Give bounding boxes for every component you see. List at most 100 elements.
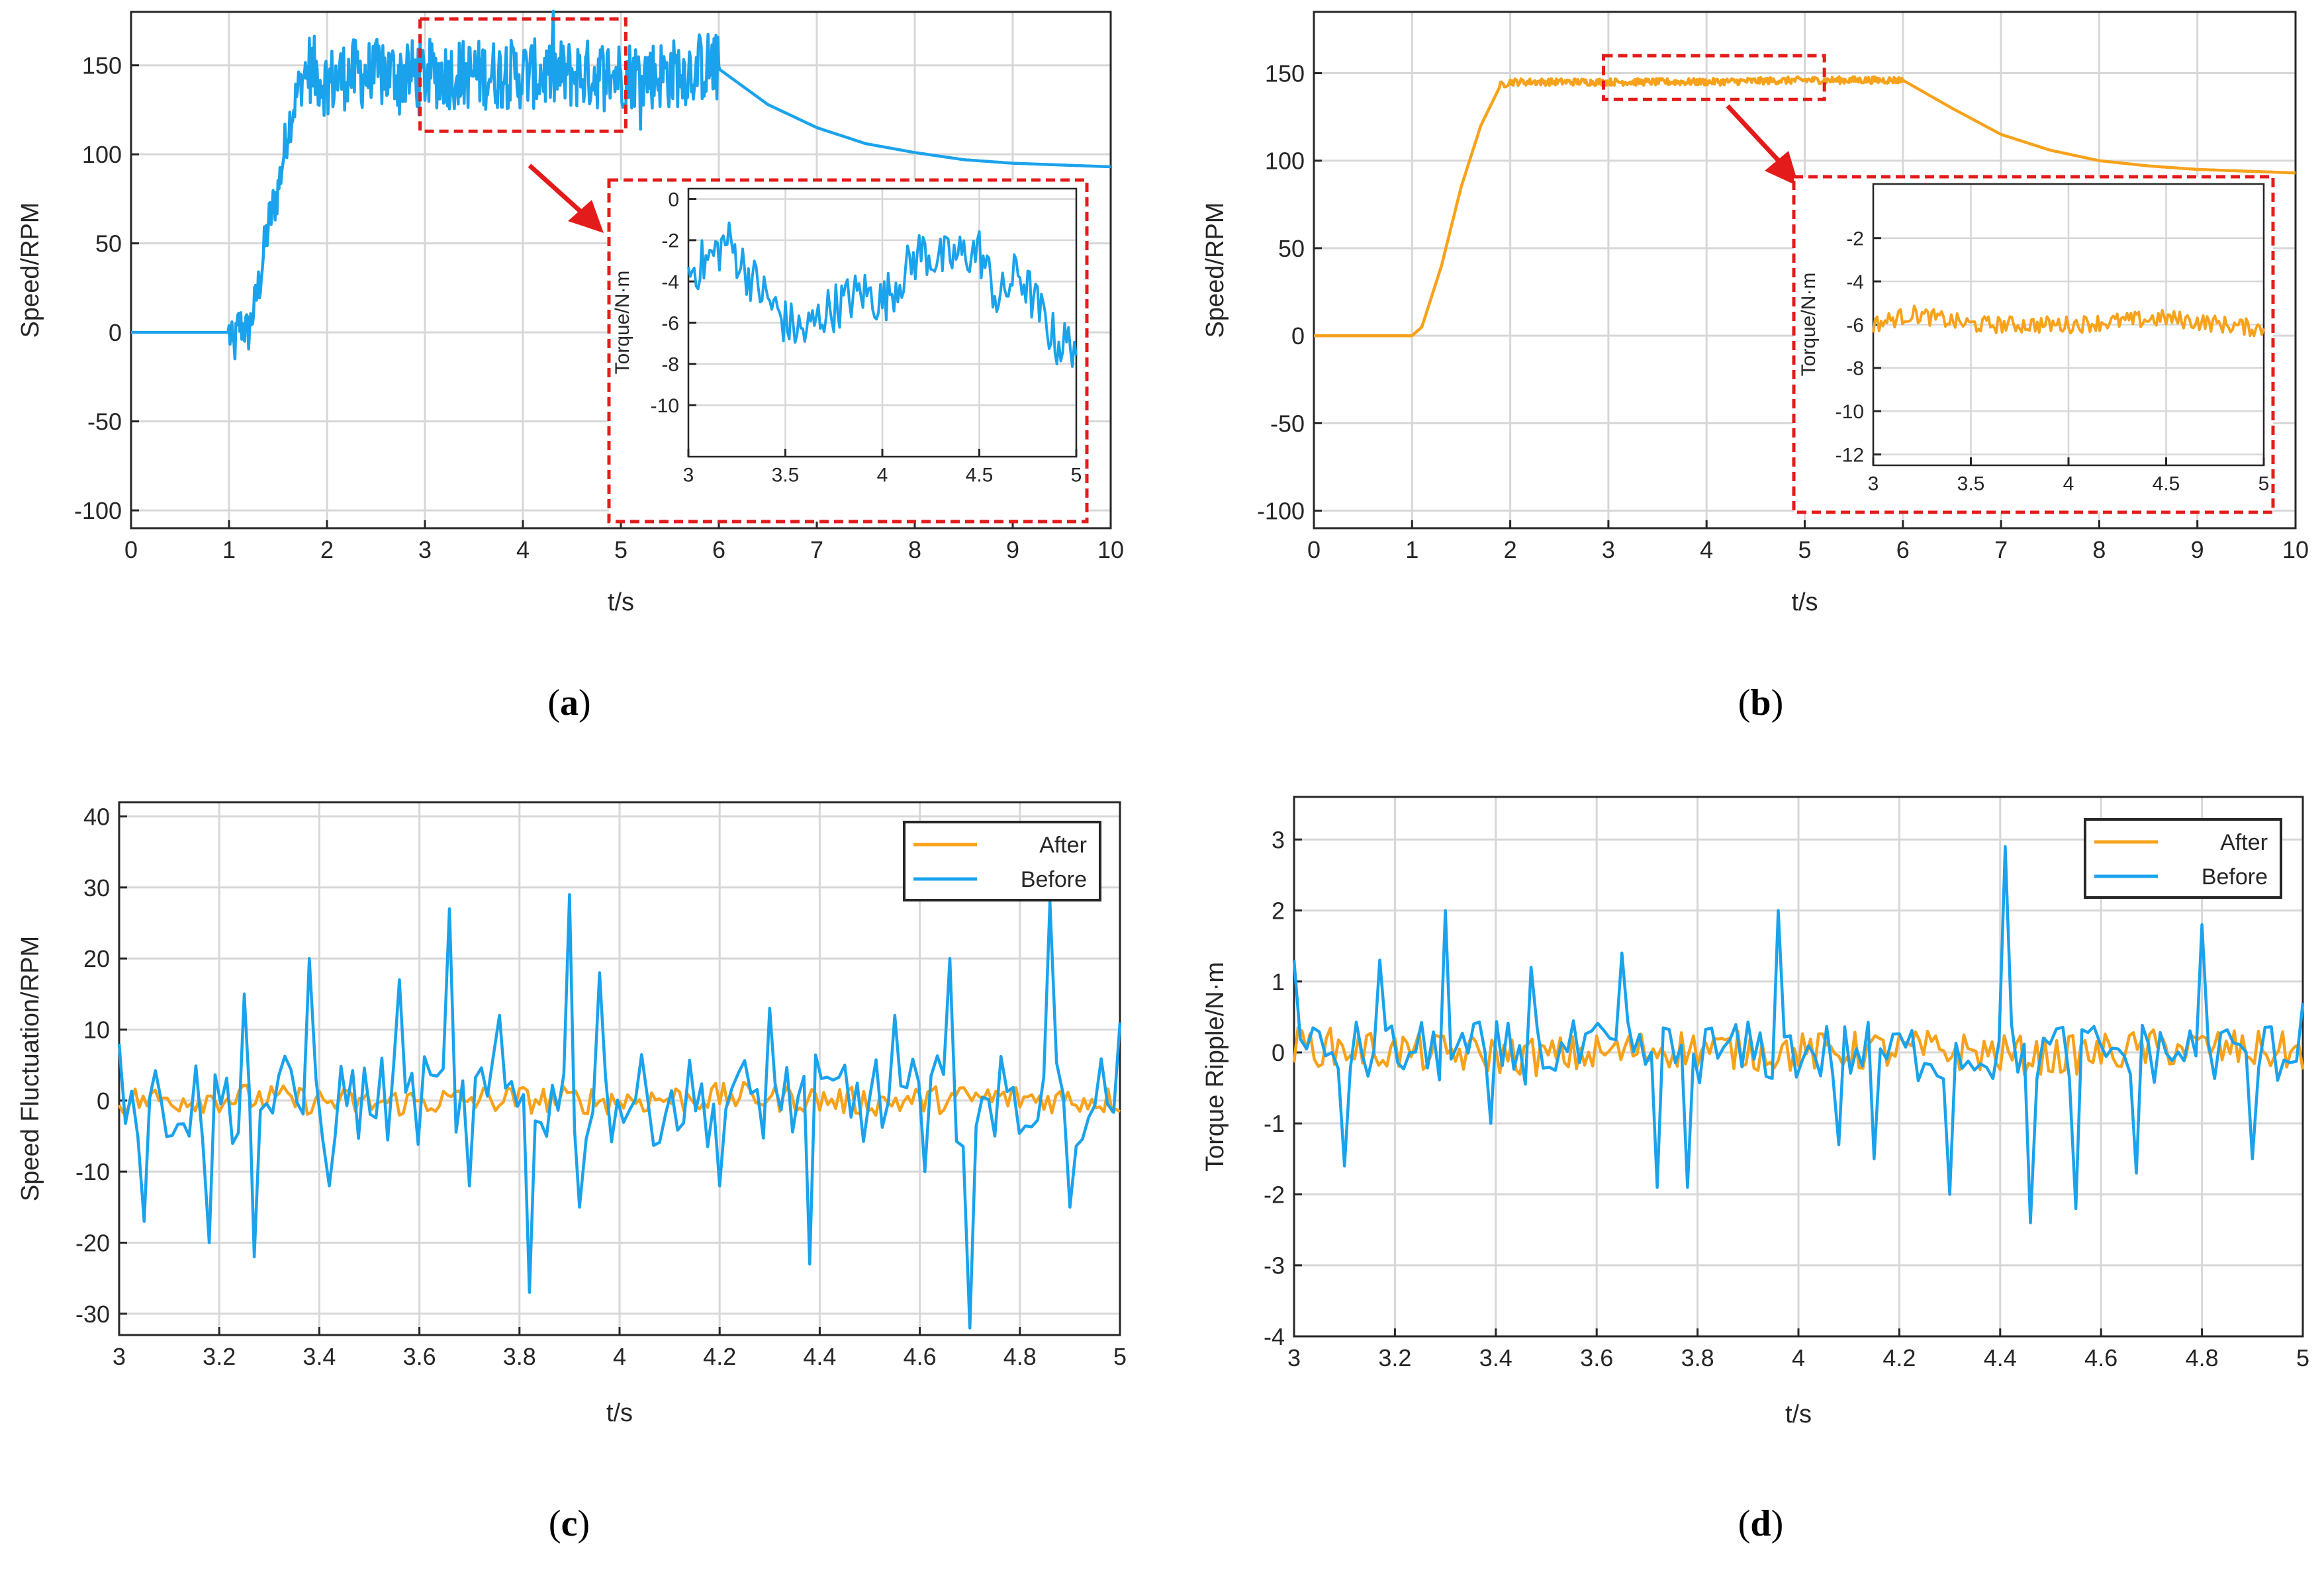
- panel-d-after-line: [1292, 1025, 2305, 1078]
- panel-a-inset-ylabel: Torque/N·m: [612, 271, 633, 375]
- panel-b-ytick-label: 0: [1291, 322, 1305, 349]
- panel-a-speed-line: [130, 9, 1111, 361]
- panel-c-caption-close: ): [577, 1503, 590, 1544]
- panel-b-inset-xtick-label: 3: [1868, 473, 1879, 495]
- panel-a-xtick-label: 8: [908, 536, 921, 563]
- panel-c-xtick-label: 3: [113, 1343, 126, 1370]
- panel-b-ytick-label: 100: [1265, 148, 1305, 175]
- panel-a-inset-xtick-label: 3.5: [772, 465, 800, 486]
- panel-b-zoom-arrowhead: [1765, 151, 1799, 187]
- panel-a-caption: (a): [547, 682, 590, 723]
- panel-d-xtick-label: 4: [1792, 1344, 1805, 1371]
- panel-c-caption-open: (: [549, 1503, 561, 1544]
- panel-d-xtick-label: 5: [2296, 1344, 2309, 1371]
- panel-b-xtick-label: 10: [2282, 536, 2309, 563]
- panel-a-xtick-label: 9: [1006, 536, 1019, 563]
- panel-a-ytick-label: 150: [82, 52, 122, 79]
- panel-a-inset-ytick-label: -8: [661, 354, 679, 376]
- panel-b-xtick-label: 1: [1405, 536, 1418, 563]
- panel-c-ytick-label: -30: [75, 1301, 110, 1328]
- panel-d-xtick-label: 3.6: [1580, 1344, 1613, 1371]
- panel-a-caption-letter: a: [560, 682, 579, 723]
- panel-b-xtick-label: 3: [1602, 536, 1615, 563]
- panel-c-xtick-label: 4: [613, 1343, 626, 1370]
- panel-b-xtick-label: 2: [1504, 536, 1517, 563]
- panel-b-inset-xtick-label: 4.5: [2153, 473, 2180, 495]
- panel-b-xtick-label: 9: [2191, 536, 2204, 563]
- panel-d-xtick-label: 3.8: [1681, 1344, 1714, 1371]
- panel-a-zoom-box: [418, 17, 627, 133]
- panel-b-caption-letter: b: [1750, 682, 1771, 723]
- panel-d-legend-before-label: Before: [2202, 864, 2268, 890]
- panel-c-before-line: [117, 893, 1122, 1330]
- panel-d-xtick-label: 3: [1287, 1344, 1301, 1371]
- panel-b-xtick-label: 7: [1994, 536, 2008, 563]
- panel-d-xtick-label: 3.2: [1378, 1344, 1411, 1371]
- panel-b-inset-xtick-label: 4: [2063, 473, 2074, 495]
- panel-b-xtick-label: 5: [1798, 536, 1811, 563]
- panel-a-inset-xtick-label: 3: [683, 465, 694, 486]
- panel-d-ytick-label: -3: [1264, 1252, 1285, 1279]
- panel-b-xtick-label: 4: [1700, 536, 1713, 563]
- panel-d-ytick-label: 1: [1272, 968, 1285, 995]
- panel-d-xtick-label: 4.4: [1984, 1344, 2017, 1371]
- panel-b-speed-line: [1313, 75, 2296, 338]
- panel-b-inset-ytick-label: -2: [1846, 228, 1864, 250]
- panel-c-ytick-label: 40: [83, 803, 110, 830]
- panel-a-xtick-label: 1: [222, 536, 236, 563]
- panel-d-ylabel: Torque Ripple/N·m: [1201, 962, 1229, 1172]
- panel-d-legend-after-label: After: [2220, 830, 2268, 855]
- panel-a-inset-ytick-label: 0: [668, 189, 679, 210]
- panel-d-ytick-label: -1: [1264, 1110, 1285, 1137]
- panel-d-axes: 3 3.2 3.4 3.6 3.8 4 4.2 4.4 4.6 4.8 5 -4 -3 -2 -1 0 1 2 3: [1264, 796, 2309, 1371]
- panel-c-xtick-label: 4.2: [703, 1343, 736, 1370]
- panel-a-inset-ytick-label: -10: [651, 395, 679, 417]
- panel-a-ytick-label: -50: [87, 408, 122, 436]
- panel-b-caption-open: (: [1738, 682, 1751, 723]
- panel-b-xlabel: t/s: [1791, 588, 1818, 616]
- panel-c-legend-after-label: After: [1039, 833, 1087, 858]
- panel-a-ytick-label: 0: [109, 319, 122, 346]
- panel-a-inset-torque-line: [687, 221, 1078, 368]
- panel-d-ytick-label: 0: [1272, 1039, 1285, 1066]
- panel-a-ytick-label: -100: [74, 497, 122, 524]
- panel-b-inset-xtick-label: 3.5: [1957, 473, 1985, 495]
- panel-b-xtick-label: 0: [1307, 536, 1321, 563]
- panel-c-ytick-label: -20: [75, 1229, 110, 1256]
- panel-a-caption-open: (: [547, 682, 560, 723]
- panel-a-inset-axes: 3 3.5 4 4.5 5 0 -2 -4 -6 -8 -10: [651, 187, 1082, 486]
- panel-a-inset-xtick-label: 5: [1071, 465, 1082, 486]
- panel-d-caption-open: (: [1738, 1503, 1751, 1544]
- panel-b-inset-xtick-label: 5: [2258, 473, 2270, 495]
- panel-c-caption-letter: c: [561, 1503, 578, 1544]
- panel-c-ylabel: Speed Fluctuation/RPM: [17, 936, 44, 1201]
- panel-a-xtick-label: 2: [320, 536, 334, 563]
- panel-b-inset-ytick-label: -6: [1846, 314, 1864, 336]
- panel-c-xtick-label: 4.8: [1003, 1343, 1037, 1370]
- panel-d-ytick-label: 3: [1272, 826, 1285, 853]
- panel-a-inset-ytick-label: -2: [661, 230, 679, 252]
- panel-c-xtick-label: 4.6: [904, 1343, 937, 1370]
- panel-a-inset-xtick-label: 4.5: [966, 465, 994, 486]
- panel-a-xtick-label: 0: [124, 536, 138, 563]
- panel-d-caption: (d): [1738, 1503, 1783, 1544]
- panel-b-zoom-box: [1601, 54, 1826, 101]
- panel-b-inset-ytick-label: -8: [1846, 358, 1864, 380]
- panel-c-ytick-label: 30: [83, 874, 110, 901]
- panel-c-xtick-label: 5: [1113, 1343, 1127, 1370]
- panel-c-xlabel: t/s: [606, 1399, 633, 1427]
- panel-a-caption-close: ): [579, 682, 591, 723]
- panel-b-inset-ytick-label: -4: [1846, 271, 1864, 293]
- panel-c-axes: 3 3.2 3.4 3.6 3.8 4 4.2 4.4 4.6 4.8 5 -30 -20 -10 0 10 2…: [75, 801, 1127, 1370]
- panel-c-legend-before-label: Before: [1021, 867, 1087, 892]
- panel-d-caption-letter: d: [1750, 1503, 1771, 1544]
- panel-d-ytick-label: -2: [1264, 1181, 1285, 1208]
- panel-b-ytick-label: -50: [1270, 410, 1305, 437]
- panel-b-ytick-label: 150: [1265, 60, 1305, 87]
- panel-b-ytick-label: -100: [1257, 498, 1305, 525]
- panel-a-xtick-label: 6: [712, 536, 725, 563]
- panel-c-xtick-label: 3.8: [503, 1343, 536, 1370]
- panel-d-xtick-label: 4.8: [2186, 1344, 2219, 1371]
- panel-c-xtick-label: 3.2: [203, 1343, 236, 1370]
